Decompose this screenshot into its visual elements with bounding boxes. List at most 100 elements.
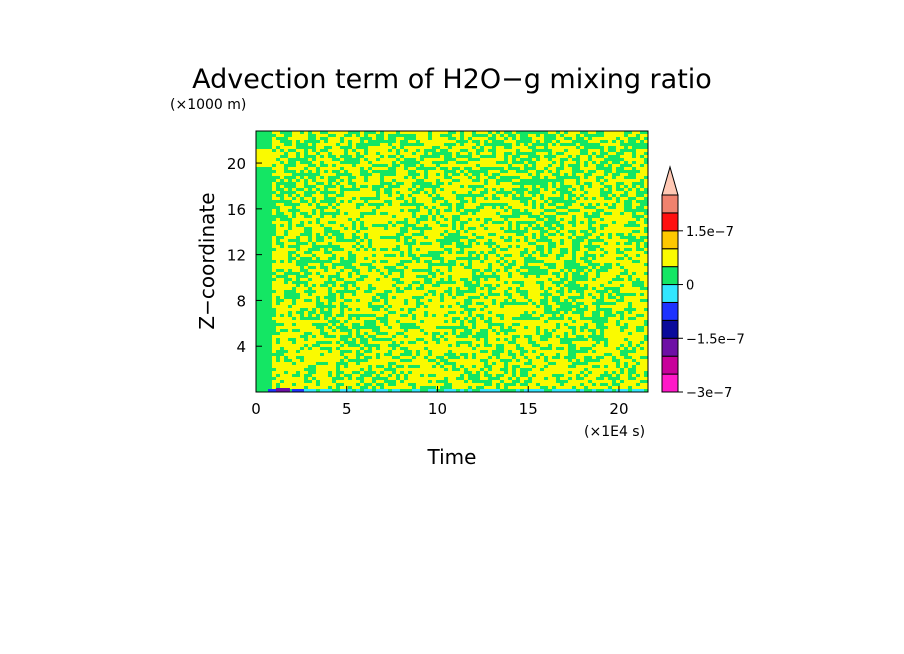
- field-cell: [588, 260, 592, 263]
- field-cell: [352, 323, 356, 326]
- field-cell: [312, 173, 316, 176]
- field-cell: [320, 206, 324, 209]
- field-cell: [272, 314, 276, 317]
- field-cell: [312, 140, 316, 143]
- field-cell: [472, 317, 476, 320]
- field-cell: [540, 236, 544, 239]
- field-cell: [336, 233, 340, 236]
- field-cell: [340, 167, 344, 170]
- field-cell: [376, 164, 380, 167]
- field-cell: [644, 230, 648, 233]
- field-cell: [596, 356, 600, 359]
- field-cell: [388, 182, 392, 185]
- field-cell: [476, 284, 480, 287]
- field-cell: [288, 314, 292, 317]
- field-cell: [428, 269, 432, 272]
- field-cell: [584, 260, 588, 263]
- field-cell: [424, 332, 428, 335]
- field-cell: [560, 191, 564, 194]
- field-cell: [444, 134, 448, 137]
- field-cell: [444, 242, 448, 245]
- field-cell: [328, 155, 332, 158]
- field-cell: [488, 284, 492, 287]
- field-cell: [520, 254, 524, 257]
- field-cell: [344, 227, 348, 230]
- field-cell: [256, 386, 260, 389]
- field-cell: [572, 254, 576, 257]
- field-cell: [532, 236, 536, 239]
- field-cell: [272, 320, 276, 323]
- field-cell: [548, 137, 552, 140]
- field-cell: [416, 188, 420, 191]
- field-cell: [616, 311, 620, 314]
- field-cell: [264, 329, 268, 332]
- field-cell: [624, 203, 628, 206]
- field-cell: [496, 284, 500, 287]
- field-cell: [528, 137, 532, 140]
- field-cell: [600, 302, 604, 305]
- field-cell: [280, 194, 284, 197]
- field-cell: [508, 179, 512, 182]
- field-cell: [384, 212, 388, 215]
- field-cell: [512, 329, 516, 332]
- field-cell: [504, 269, 508, 272]
- field-cell: [328, 251, 332, 254]
- field-cell: [520, 194, 524, 197]
- field-cell: [488, 356, 492, 359]
- field-cell: [280, 149, 284, 152]
- field-cell: [472, 194, 476, 197]
- field-cell: [604, 308, 608, 311]
- field-cell: [300, 311, 304, 314]
- field-cell: [324, 311, 328, 314]
- field-cell: [360, 335, 364, 338]
- field-cell: [360, 263, 364, 266]
- field-cell: [284, 296, 288, 299]
- field-cell: [392, 356, 396, 359]
- field-cell: [528, 221, 532, 224]
- field-cell: [492, 272, 496, 275]
- field-cell: [636, 224, 640, 227]
- field-cell: [420, 218, 424, 221]
- field-cell: [356, 155, 360, 158]
- field-cell: [288, 260, 292, 263]
- field-cell: [424, 206, 428, 209]
- field-cell: [424, 149, 428, 152]
- field-cell: [412, 341, 416, 344]
- field-cell: [364, 359, 368, 362]
- field-cell: [304, 299, 308, 302]
- field-cell: [376, 389, 380, 392]
- field-cell: [488, 155, 492, 158]
- field-cell: [296, 143, 300, 146]
- field-cell: [424, 275, 428, 278]
- field-cell: [524, 164, 528, 167]
- field-cell: [392, 146, 396, 149]
- field-cell: [460, 389, 464, 392]
- field-cell: [540, 206, 544, 209]
- field-cell: [496, 197, 500, 200]
- field-cell: [260, 329, 264, 332]
- field-cell: [516, 227, 520, 230]
- field-cell: [256, 263, 260, 266]
- field-cell: [432, 365, 436, 368]
- field-cell: [424, 182, 428, 185]
- field-cell: [612, 356, 616, 359]
- field-cell: [360, 170, 364, 173]
- field-cell: [372, 164, 376, 167]
- x-tick-label: 0: [251, 400, 261, 418]
- field-cell: [488, 389, 492, 392]
- field-cell: [288, 296, 292, 299]
- field-cell: [272, 233, 276, 236]
- field-cell: [320, 245, 324, 248]
- field-cell: [632, 209, 636, 212]
- field-cell: [260, 191, 264, 194]
- field-cell: [340, 179, 344, 182]
- field-cell: [264, 335, 268, 338]
- field-cell: [548, 197, 552, 200]
- field-cell: [296, 245, 300, 248]
- field-cell: [644, 146, 648, 149]
- field-cell: [560, 389, 564, 392]
- field-cell: [272, 260, 276, 263]
- field-cell: [436, 389, 440, 392]
- field-cell: [360, 389, 364, 392]
- field-cell: [552, 362, 556, 365]
